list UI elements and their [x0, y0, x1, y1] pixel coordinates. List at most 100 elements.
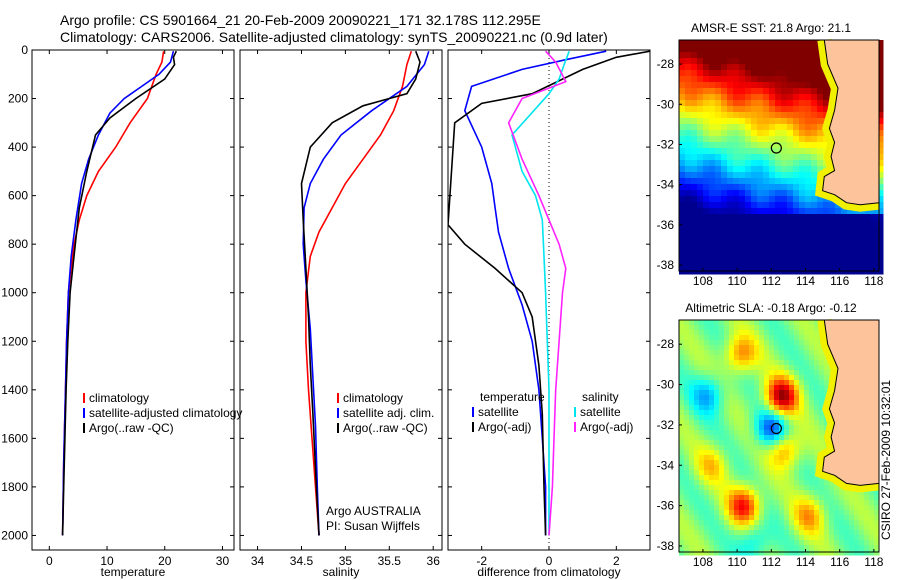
heatmap-cell [809, 375, 815, 381]
heatmap-cell [793, 154, 800, 161]
heatmap-cell [729, 370, 735, 376]
heatmap-cell [715, 184, 722, 191]
heatmap-cell [824, 485, 830, 491]
heatmap-cell [779, 375, 785, 381]
heatmap-cell [684, 365, 690, 371]
heatmap-cell [819, 500, 825, 506]
heatmap-cell [714, 370, 720, 376]
heatmap-cell [714, 535, 720, 541]
heatmap-cell [709, 410, 715, 416]
heatmap-cell [734, 410, 740, 416]
heatmap-cell [799, 515, 805, 521]
heatmap-cell [704, 470, 710, 476]
heatmap-cell [854, 550, 860, 556]
heatmap-cell [757, 94, 764, 101]
heatmap-cell [763, 82, 770, 89]
heatmap-cell [685, 106, 692, 113]
heatmap-cell [724, 345, 730, 351]
heatmap-cell [769, 525, 775, 531]
heatmap-cell [794, 430, 800, 436]
heatmap-cell [734, 455, 740, 461]
heatmap-cell [811, 130, 818, 137]
heatmap-cell [811, 262, 818, 269]
heatmap-cell [799, 550, 805, 556]
heatmap-cell [787, 172, 794, 179]
heatmap-cell [694, 385, 700, 391]
heatmap-cell [814, 395, 820, 401]
salinity-group-title: salinity [582, 390, 619, 404]
heatmap-cell [709, 70, 716, 77]
heatmap-cell [793, 196, 800, 203]
heatmap-cell [685, 124, 692, 131]
heatmap-cell [751, 190, 758, 197]
heatmap-cell [739, 244, 746, 251]
heatmap-cell [769, 70, 776, 77]
heatmap-cell [804, 485, 810, 491]
heatmap-cell [709, 540, 715, 546]
heatmap-cell [774, 365, 780, 371]
heatmap-cell [689, 500, 695, 506]
heatmap-cell [727, 58, 734, 65]
heatmap-cell [784, 335, 790, 341]
heatmap-cell [754, 425, 760, 431]
heatmap-cell [727, 136, 734, 143]
heatmap-cell [759, 475, 765, 481]
heatmap-cell [779, 390, 785, 396]
heatmap-cell [699, 510, 705, 516]
heatmap-cell [704, 535, 710, 541]
sla-map-y-tick-label: -28 [657, 337, 675, 351]
heatmap-cell [679, 495, 685, 501]
heatmap-cell [814, 495, 820, 501]
heatmap-cell [769, 214, 776, 221]
heatmap-cell [685, 130, 692, 137]
heatmap-cell [779, 325, 785, 331]
heatmap-cell [829, 226, 836, 233]
heatmap-cell [739, 330, 745, 336]
heatmap-cell [793, 70, 800, 77]
heatmap-cell [859, 226, 866, 233]
heatmap-cell [714, 400, 720, 406]
heatmap-cell [809, 325, 815, 331]
heatmap-cell [739, 445, 745, 451]
heatmap-cell [744, 455, 750, 461]
heatmap-cell [679, 420, 685, 426]
heatmap-cell [754, 365, 760, 371]
heatmap-cell [709, 545, 715, 551]
heatmap-cell [729, 475, 735, 481]
heatmap-cell [739, 430, 745, 436]
heatmap-cell [734, 380, 740, 386]
heatmap-cell [764, 395, 770, 401]
heatmap-cell [865, 256, 872, 263]
heatmap-cell [774, 485, 780, 491]
heatmap-cell [814, 420, 820, 426]
heatmap-cell [769, 190, 776, 197]
heatmap-cell [684, 515, 690, 521]
heatmap-cell [724, 445, 730, 451]
heatmap-cell [694, 420, 700, 426]
heatmap-cell [724, 540, 730, 546]
heatmap-cell [809, 535, 815, 541]
heatmap-cell [709, 450, 715, 456]
heatmap-cell [864, 545, 870, 551]
heatmap-cell [779, 405, 785, 411]
heatmap-cell [729, 415, 735, 421]
heatmap-cell [733, 232, 740, 239]
heatmap-cell [734, 405, 740, 411]
heatmap-cell [751, 76, 758, 83]
heatmap-cell [719, 520, 725, 526]
heatmap-cell [784, 425, 790, 431]
heatmap-cell [804, 540, 810, 546]
heatmap-cell [764, 365, 770, 371]
heatmap-cell [793, 256, 800, 263]
heatmap-cell [684, 335, 690, 341]
heatmap-cell [689, 465, 695, 471]
heatmap-cell [715, 154, 722, 161]
heatmap-cell [794, 460, 800, 466]
heatmap-cell [697, 262, 704, 269]
heatmap-cell [679, 425, 685, 431]
heatmap-cell [787, 214, 794, 221]
heatmap-cell [703, 196, 710, 203]
heatmap-cell [694, 370, 700, 376]
heatmap-cell [804, 320, 810, 326]
heatmap-cell [849, 545, 855, 551]
